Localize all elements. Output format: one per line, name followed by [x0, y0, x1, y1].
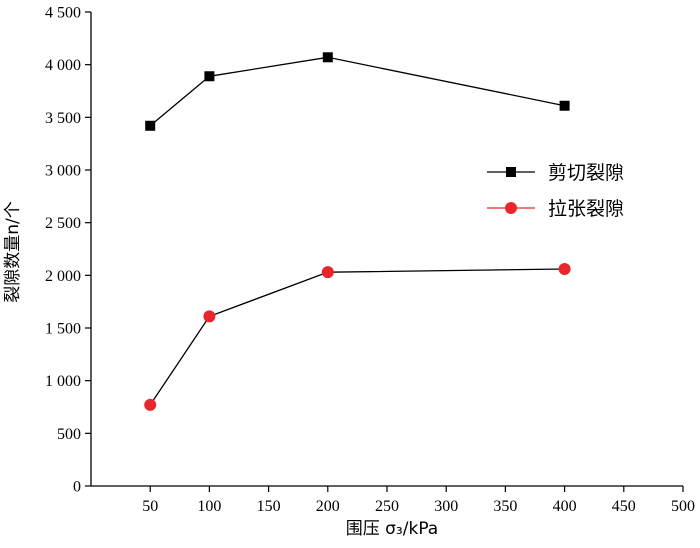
y-tick-label: 4 000	[45, 57, 81, 74]
y-tick-label: 0	[73, 479, 81, 496]
y-axis-title: 裂隙数量n/个	[3, 201, 23, 303]
x-tick-label: 350	[493, 498, 517, 515]
y-tick-label: 4 500	[45, 5, 81, 22]
legend-item: 剪切裂隙	[487, 162, 624, 184]
x-tick-label: 200	[316, 498, 340, 515]
data-point	[203, 310, 216, 323]
data-point	[322, 52, 333, 63]
x-tick-label: 300	[434, 498, 458, 515]
legend-label: 剪切裂隙	[548, 162, 624, 184]
x-tick-label: 150	[257, 498, 281, 515]
x-axis-title: 围压 σ₃/kPa	[346, 519, 438, 539]
series-1	[145, 52, 570, 131]
legend-marker	[505, 202, 517, 214]
legend-label: 拉张裂隙	[548, 198, 624, 220]
data-point	[204, 71, 215, 82]
x-tick-label: 50	[142, 498, 158, 515]
y-tick-label: 2 500	[45, 215, 81, 232]
axes: 0 500 1 000 1 500 2 000 2 500 3 000 3 500 4 000 4…	[45, 5, 695, 516]
data-point	[558, 263, 571, 276]
legend-marker	[506, 167, 516, 177]
data-point	[321, 266, 334, 279]
data-point	[145, 120, 156, 131]
x-tick-label: 500	[671, 498, 695, 515]
series-line	[149, 268, 565, 406]
legend-item: 拉张裂隙	[487, 198, 624, 220]
y-tick-label: 3 000	[45, 163, 81, 180]
y-tick-label: 500	[57, 426, 81, 443]
x-tick-label: 450	[612, 498, 636, 515]
series-line	[149, 56, 565, 127]
x-tick-label: 400	[553, 498, 577, 515]
y-tick-label: 1 500	[45, 321, 81, 338]
series-layer	[144, 52, 571, 411]
x-tick-label: 250	[375, 498, 399, 515]
y-tick-label: 2 000	[45, 268, 81, 285]
y-tick-label: 1 000	[45, 373, 81, 390]
data-point	[144, 398, 157, 411]
data-point	[559, 100, 570, 111]
x-tick-label: 100	[197, 498, 221, 515]
series-2	[144, 263, 571, 411]
y-tick-label: 3 500	[45, 110, 81, 127]
